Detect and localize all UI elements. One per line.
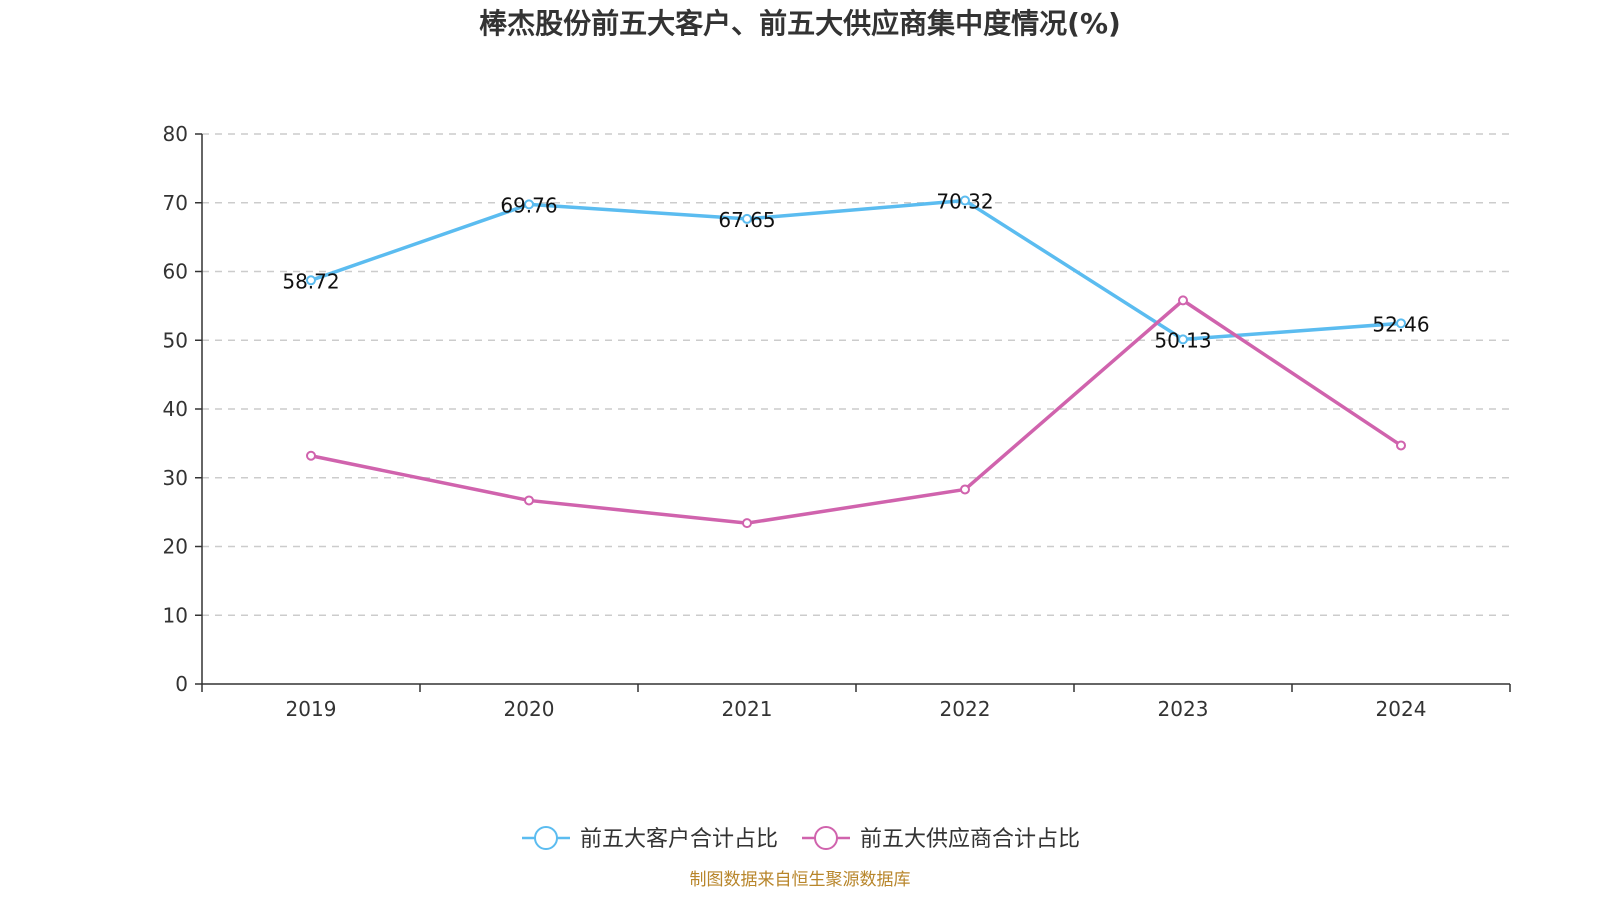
data-point[interactable] xyxy=(1396,440,1406,451)
y-tick-label: 0 xyxy=(175,672,188,696)
legend-item-2[interactable]: 前五大供应商合计占比 xyxy=(802,826,1080,852)
series-2 xyxy=(306,295,1406,529)
grid xyxy=(202,133,1510,616)
legend-item-1[interactable]: 前五大客户合计占比 xyxy=(522,826,778,852)
data-point[interactable] xyxy=(1178,334,1188,345)
data-label: 70.32 xyxy=(936,190,993,214)
y-axis: 0 10 20 30 40 50 60 70 80 xyxy=(163,122,203,696)
series-1: 58.72 69.76 67.65 70.32 50.13 52.46 xyxy=(282,190,1429,353)
series-group: 58.72 69.76 67.65 70.32 50.13 52.46 xyxy=(282,190,1430,529)
data-label: 67.65 xyxy=(718,208,775,232)
x-tick-label: 2020 xyxy=(504,697,555,721)
y-tick-label: 50 xyxy=(163,328,188,352)
x-axis: 2019 2020 2021 2022 2023 2024 xyxy=(201,683,1511,721)
data-point[interactable] xyxy=(306,450,316,461)
data-point[interactable] xyxy=(960,484,970,495)
legend[interactable]: 前五大客户合计占比 前五大供应商合计占比 xyxy=(522,826,1080,852)
data-point[interactable] xyxy=(742,213,752,224)
x-tick-label: 2023 xyxy=(1158,697,1209,721)
x-tick-label: 2019 xyxy=(286,697,337,721)
legend-label: 前五大客户合计占比 xyxy=(580,827,778,852)
x-tick-label: 2021 xyxy=(722,697,773,721)
source-note: 制图数据来自恒生聚源数据库 xyxy=(690,870,911,890)
legend-marker-icon xyxy=(814,826,838,850)
data-point[interactable] xyxy=(524,495,534,506)
y-tick-label: 60 xyxy=(163,260,188,284)
data-point[interactable] xyxy=(1178,295,1188,306)
data-label: 69.76 xyxy=(500,193,557,217)
y-tick-label: 20 xyxy=(163,535,188,559)
data-label: 58.72 xyxy=(282,269,339,293)
data-point[interactable] xyxy=(306,275,316,286)
x-tick-label: 2022 xyxy=(940,697,991,721)
x-tick-label: 2024 xyxy=(1376,697,1427,721)
y-tick-label: 70 xyxy=(163,191,188,215)
y-tick-label: 80 xyxy=(163,122,188,146)
data-point[interactable] xyxy=(524,199,534,210)
data-point[interactable] xyxy=(1396,318,1406,329)
y-tick-label: 10 xyxy=(163,603,188,627)
legend-label: 前五大供应商合计占比 xyxy=(860,827,1080,852)
series-line xyxy=(310,198,1402,342)
data-label: 52.46 xyxy=(1372,312,1429,336)
data-point[interactable] xyxy=(742,518,752,529)
y-tick-label: 40 xyxy=(163,397,188,421)
series-line xyxy=(310,298,1402,525)
y-tick-label: 30 xyxy=(163,466,188,490)
legend-marker-icon xyxy=(534,826,558,850)
chart-title: 棒杰股份前五大客户、前五大供应商集中度情况(%) xyxy=(479,7,1121,40)
data-point[interactable] xyxy=(960,195,970,206)
data-label: 50.13 xyxy=(1154,328,1211,352)
